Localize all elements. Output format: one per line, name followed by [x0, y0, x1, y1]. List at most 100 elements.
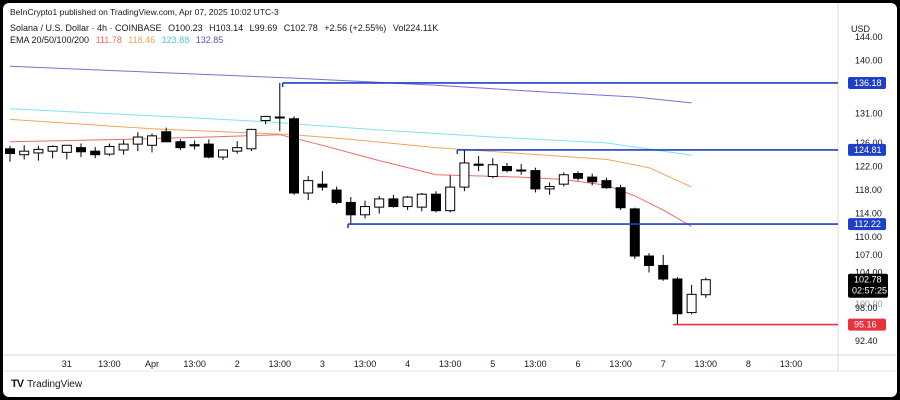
- candle-body: [90, 150, 101, 156]
- level-label-0: 136.18: [854, 78, 882, 88]
- level-badge-3: [848, 318, 886, 331]
- tradingview-brand[interactable]: TV TradingView: [11, 378, 82, 390]
- y-tick-label: 114.00: [855, 209, 882, 219]
- volume-value: Vol224.11K: [392, 23, 439, 33]
- candle-body: [530, 170, 541, 190]
- candle-body: [33, 148, 44, 154]
- y-tick-label: 140.00: [855, 55, 883, 65]
- chart-canvas[interactable]: 144.00 140.00 131.00 126.00 122.00 118.00 114.…: [3, 3, 897, 397]
- candle-body: [132, 136, 143, 145]
- candle-body: [246, 128, 257, 150]
- y-tick-label: 104.00: [855, 268, 883, 278]
- ema20-value: 111.78: [95, 35, 122, 45]
- ema-line-1: [9, 118, 692, 188]
- countdown-label: 02:57:25: [852, 286, 887, 296]
- ema50-value: 118.46: [128, 35, 156, 45]
- y-tick-label: 110.00: [855, 232, 882, 242]
- ema-line-2: [9, 108, 692, 156]
- symbol-info-line: Solana / U.S. Dollar · 4h · COINBASE O10…: [10, 23, 442, 33]
- candle-body: [601, 180, 612, 189]
- ema-info-line: EMA 20/50/100/200 111.78 118.46 123.88 1…: [10, 35, 227, 45]
- open-value: O100.23: [168, 23, 203, 33]
- candle-body: [615, 187, 626, 209]
- x-tick-label: 13:00: [183, 359, 206, 369]
- candle-body: [558, 174, 569, 185]
- candle-body: [203, 143, 214, 158]
- candle-body: [629, 208, 640, 257]
- candle-body: [360, 206, 370, 216]
- x-tick-label: 13:00: [98, 359, 121, 369]
- candle-body: [260, 115, 271, 122]
- published-line: BeInCrypto1 published on TradingView.com…: [10, 7, 279, 17]
- level-badge-2: [848, 218, 886, 231]
- candle-body: [516, 169, 527, 172]
- candle-body: [672, 278, 683, 315]
- candle-body: [331, 189, 342, 203]
- level-badge-0: [848, 76, 886, 89]
- candle-body: [686, 293, 697, 314]
- y-tick-label: 92.40: [855, 336, 878, 346]
- candle-body: [487, 164, 498, 178]
- change-value: +2.56 (+2.55%): [324, 23, 387, 33]
- candle-body: [175, 141, 186, 149]
- x-tick-label: 6: [575, 359, 580, 369]
- candle-body: [374, 198, 385, 208]
- level-label-3: 95.16: [854, 320, 877, 330]
- candle-body: [587, 176, 598, 183]
- level-label-2: 112.22: [854, 219, 881, 229]
- y-tick-label: 144.00: [855, 32, 883, 42]
- ema-line-0: [9, 134, 692, 228]
- candle-body: [459, 162, 470, 188]
- x-tick-label: 13:00: [695, 359, 718, 369]
- ema-line-3: [9, 65, 692, 104]
- symbol-label: Solana / U.S. Dollar · 4h · COINBASE: [10, 23, 162, 33]
- ema200-value: 132.85: [195, 35, 224, 45]
- candle-body: [104, 145, 115, 155]
- candle-body: [345, 201, 356, 216]
- candle-body: [573, 173, 583, 179]
- y-tick-label: 126.00: [855, 138, 883, 148]
- x-tick-label: 13:00: [609, 359, 632, 369]
- candle-body: [47, 145, 58, 152]
- candle-body: [658, 264, 669, 280]
- ema100-value: 123.88: [161, 35, 190, 45]
- candle-body: [445, 186, 456, 212]
- candle-body: [19, 150, 30, 156]
- level-label-1: 124.81: [854, 145, 882, 155]
- x-tick-label: 13:00: [780, 359, 803, 369]
- candle-body: [147, 135, 157, 146]
- candle-body: [232, 147, 243, 152]
- y-tick-label: 98.00: [855, 303, 878, 313]
- candle-body: [388, 198, 399, 208]
- x-tick-label: 8: [746, 359, 751, 369]
- candle-body: [700, 279, 711, 296]
- chart-frame: 144.00 140.00 131.00 126.00 122.00 118.00 114.…: [3, 3, 897, 397]
- currency-label: USD: [850, 24, 870, 34]
- y-tick-label: 122.00: [855, 161, 883, 171]
- x-tick-label: 5: [490, 359, 495, 369]
- x-tick-label: 2: [235, 359, 240, 369]
- candle-body: [544, 186, 555, 190]
- x-tick-label: 7: [661, 359, 666, 369]
- current-price-label: 102.78: [854, 275, 882, 285]
- candle-body: [402, 196, 413, 208]
- ema-label: EMA 20/50/100/200: [10, 35, 90, 45]
- brand-name: TradingView: [27, 378, 83, 390]
- candle-body: [274, 116, 285, 119]
- candle-body: [289, 118, 299, 194]
- candle-body: [161, 131, 172, 143]
- candle-body: [502, 165, 512, 172]
- candle-body: [218, 149, 228, 158]
- candle-body: [317, 183, 328, 188]
- x-tick-label: 3: [320, 359, 325, 369]
- candle-body: [118, 143, 129, 151]
- level-badge-1: [848, 143, 886, 156]
- candle-body: [431, 193, 441, 212]
- x-tick-label: 31: [62, 359, 72, 369]
- low-value: L99.69: [249, 23, 278, 33]
- y-tick-label: 118.00: [855, 185, 882, 195]
- candle-body: [303, 180, 314, 194]
- y-tick-label: 107.00: [855, 250, 883, 260]
- x-tick-label: 13:00: [269, 359, 292, 369]
- price-badge: [848, 273, 888, 298]
